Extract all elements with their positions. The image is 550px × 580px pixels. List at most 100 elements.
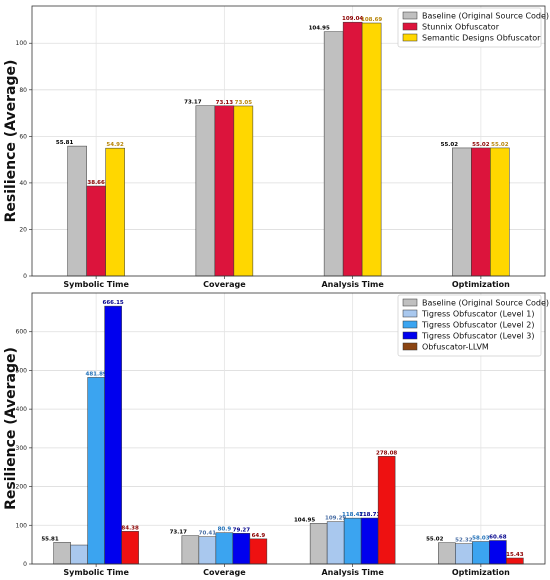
data-label: 55.02 xyxy=(441,142,459,148)
bar xyxy=(342,21,363,277)
legend-label: Semantic Designs Obfuscator xyxy=(422,34,541,43)
legend-swatch xyxy=(402,11,418,20)
data-label: 73.05 xyxy=(235,100,253,106)
x-tick-label: Coverage xyxy=(203,280,246,289)
data-label: 64.9 xyxy=(252,533,266,539)
bar xyxy=(438,542,456,565)
bar xyxy=(53,542,71,565)
y-tick-label: 300 xyxy=(16,445,28,452)
x-tick-label: Optimization xyxy=(452,280,510,289)
y-tick-label: 0 xyxy=(23,273,27,280)
data-label: 79.27 xyxy=(233,527,251,533)
bar xyxy=(490,147,510,277)
legend-label: Tigress Obfuscator (Level 1) xyxy=(421,310,534,319)
bar xyxy=(489,540,507,565)
x-tick-label: Optimization xyxy=(452,568,510,577)
bar xyxy=(249,538,268,565)
chart-top: 0 20 40 60 80 100 55.81 73.17 104.95 55.02 38.66 73… xyxy=(3,5,549,289)
data-label: 55.81 xyxy=(41,536,59,542)
data-label: 73.17 xyxy=(170,530,188,536)
y-tick-label: 100 xyxy=(16,40,28,47)
y-tick-label: 20 xyxy=(19,226,27,233)
data-label: 54.92 xyxy=(106,142,124,148)
y-tick-label: 0 xyxy=(23,561,27,568)
data-label: 104.95 xyxy=(294,517,315,523)
bar xyxy=(361,22,382,277)
legend-swatch xyxy=(402,298,418,307)
data-label: 38.66 xyxy=(87,180,105,186)
bar xyxy=(309,523,328,565)
data-label: 55.02 xyxy=(426,537,444,543)
bar xyxy=(121,531,139,565)
y-tick-label: 400 xyxy=(16,406,28,413)
legend-swatch xyxy=(402,320,418,329)
legend-label: Stunnix Obfuscator xyxy=(422,23,500,32)
plot-frame xyxy=(31,5,546,277)
legend-swatch xyxy=(402,33,418,42)
data-label: 118.71 xyxy=(359,512,380,518)
y-tick-label: 60 xyxy=(19,133,27,140)
data-label: 109.04 xyxy=(342,16,363,22)
y-tick-label: 200 xyxy=(16,484,28,491)
data-label: 80.9 xyxy=(218,527,232,533)
y-tick-label: 80 xyxy=(19,87,27,94)
x-tick-label: Analysis Time xyxy=(321,280,384,289)
x-tick-label: Analysis Time xyxy=(321,568,384,577)
data-label: 278.08 xyxy=(376,450,397,456)
bar xyxy=(343,517,362,565)
x-tick-label: Symbolic Time xyxy=(63,568,129,577)
legend-swatch xyxy=(402,22,418,31)
data-label: 118.47 xyxy=(342,512,363,518)
bar xyxy=(452,147,472,277)
bar xyxy=(105,147,125,277)
y-tick-label: 600 xyxy=(16,329,28,336)
legend-label: Baseline (Original Source Code) xyxy=(422,299,549,308)
bar xyxy=(104,305,122,565)
x-tick-label: Coverage xyxy=(203,568,246,577)
data-label: 55.81 xyxy=(56,140,74,146)
x-tick-label: Symbolic Time xyxy=(63,280,129,289)
data-label: 73.13 xyxy=(216,100,234,106)
legend-label: Baseline (Original Source Code) xyxy=(422,12,549,21)
plot-frame xyxy=(31,292,546,565)
y-axis-label: Resilience (Average) xyxy=(3,60,19,223)
bar xyxy=(455,543,473,565)
legend-swatch xyxy=(402,331,418,340)
bar xyxy=(323,31,344,277)
bar xyxy=(195,105,216,277)
y-tick-label: 100 xyxy=(16,522,28,529)
bar xyxy=(360,517,379,565)
bar xyxy=(233,105,254,277)
data-label: 52.32 xyxy=(455,538,473,544)
data-label: 108.69 xyxy=(361,17,382,23)
bar xyxy=(506,557,524,565)
legend-box xyxy=(397,294,542,357)
bar xyxy=(377,456,396,565)
data-label: 60.68 xyxy=(489,535,507,541)
legend-swatch xyxy=(402,342,418,351)
bar xyxy=(215,532,234,565)
bar xyxy=(67,145,87,277)
legend-label: Obfuscator-LLVM xyxy=(422,343,489,352)
legend-label: Tigress Obfuscator (Level 3) xyxy=(421,332,534,341)
legend-swatch xyxy=(402,309,418,318)
legend-label: Tigress Obfuscator (Level 2) xyxy=(421,321,534,330)
bar xyxy=(70,544,88,565)
legend-box xyxy=(397,7,542,48)
data-label: 55.02 xyxy=(472,142,490,148)
data-label: 104.95 xyxy=(309,26,330,32)
data-label: 481.89 xyxy=(86,371,107,377)
y-tick-label: 40 xyxy=(19,180,27,187)
data-label: 666.15 xyxy=(103,300,124,306)
y-axis-label: Resilience (Average) xyxy=(3,347,19,510)
data-label: 84.38 xyxy=(121,525,139,531)
data-label: 58.03 xyxy=(472,536,490,542)
bar xyxy=(471,147,491,277)
data-label: 109.29 xyxy=(325,516,346,522)
bar xyxy=(214,105,235,277)
bar xyxy=(87,377,105,565)
bar xyxy=(232,533,251,565)
y-tick-label: 500 xyxy=(16,367,28,374)
data-label: 70.41 xyxy=(199,531,217,537)
